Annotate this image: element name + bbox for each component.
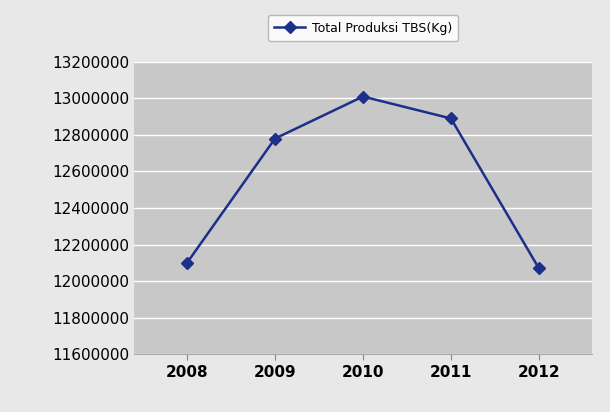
Legend: Total Produksi TBS(Kg): Total Produksi TBS(Kg) [268, 15, 458, 41]
Total Produksi TBS(Kg) [359, 94, 367, 99]
Total Produksi TBS(Kg) [535, 266, 542, 271]
Total Produksi TBS(Kg) [447, 116, 454, 121]
Total Produksi TBS(Kg) [184, 260, 191, 265]
Total Produksi TBS(Kg) [271, 136, 279, 141]
Line: Total Produksi TBS(Kg): Total Produksi TBS(Kg) [183, 92, 543, 273]
